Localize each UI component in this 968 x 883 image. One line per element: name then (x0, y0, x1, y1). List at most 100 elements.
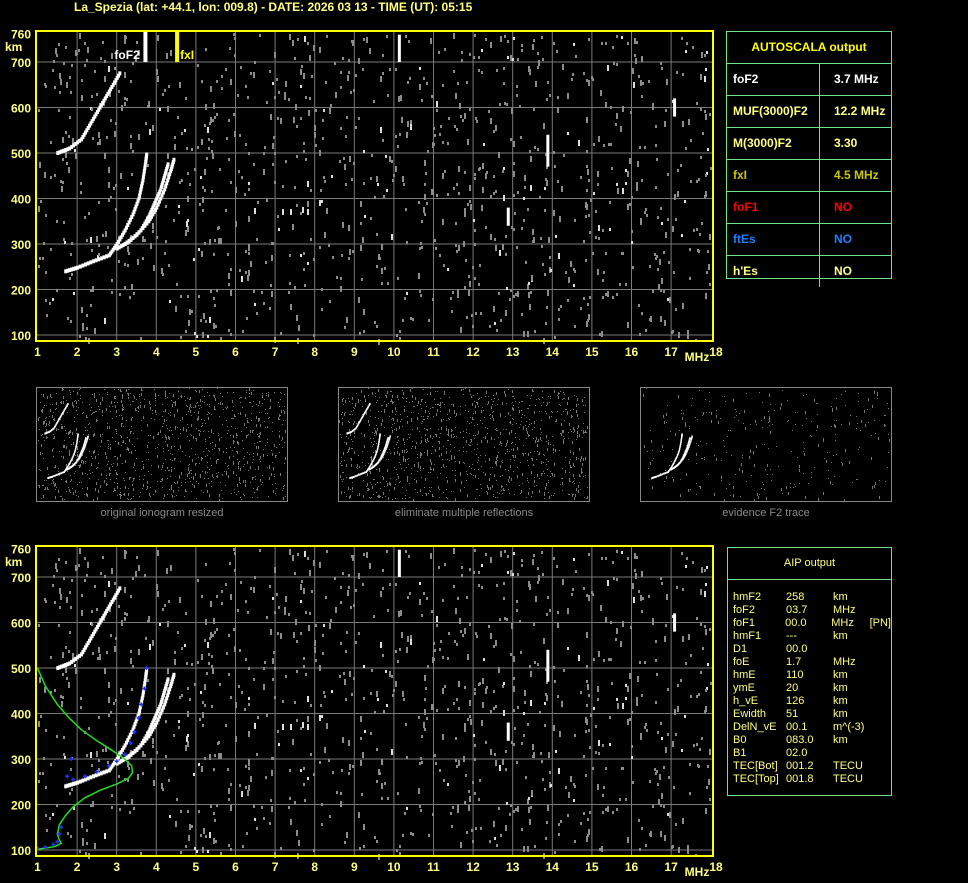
noise-dot (456, 698, 458, 701)
noise-dot (42, 434, 43, 435)
noise-dot (39, 257, 41, 260)
noise-dot (206, 157, 208, 160)
x-tick-label: 3 (113, 345, 120, 359)
noise-dot (627, 322, 629, 328)
noise-dot (60, 594, 62, 600)
noise-dot (612, 561, 614, 564)
noise-dot (660, 289, 662, 292)
noise-dot (700, 671, 702, 674)
noise-dot (349, 429, 350, 430)
noise-dot (506, 618, 508, 621)
noise-dot (637, 161, 639, 167)
noise-dot (211, 190, 213, 193)
noise-dot (242, 330, 244, 333)
noise-dot (400, 481, 401, 482)
noise-dot (513, 37, 515, 40)
noise-dot (421, 416, 422, 417)
noise-dot (170, 427, 171, 428)
noise-dot (381, 411, 382, 412)
noise-dot (168, 413, 169, 414)
noise-dot (402, 691, 404, 697)
noise-dot (616, 113, 618, 119)
noise-dot (494, 476, 495, 477)
noise-dot (250, 482, 251, 483)
noise-dot (141, 430, 142, 431)
noise-dot (199, 718, 201, 721)
noise-dot (481, 488, 482, 489)
noise-dot (257, 716, 259, 719)
noise-dot (214, 239, 216, 242)
noise-dot (201, 766, 203, 772)
noise-dot (276, 78, 278, 81)
noise-dot (55, 465, 56, 468)
noise-dot (463, 431, 464, 432)
noise-dot (476, 402, 477, 403)
noise-dot (344, 164, 346, 170)
noise-dot (211, 414, 212, 415)
noise-dot (256, 424, 257, 427)
noise-dot (539, 399, 540, 400)
noise-dot (176, 798, 178, 801)
noise-dot (294, 186, 296, 189)
noise-dot (270, 399, 271, 402)
noise-dot (493, 645, 495, 648)
trace-point (61, 413, 63, 416)
noise-dot (470, 417, 471, 418)
noise-dot (557, 695, 559, 698)
noise-dot (371, 669, 373, 672)
noise-dot (706, 566, 708, 569)
noise-dot (410, 389, 411, 392)
noise-dot (70, 492, 71, 493)
noise-dot (41, 498, 42, 499)
noise-dot (468, 444, 469, 445)
noise-dot (537, 148, 539, 151)
noise-dot (520, 651, 522, 654)
noise-dot (336, 276, 338, 279)
noise-dot (438, 441, 439, 442)
noise-dot (131, 451, 132, 454)
trace-point (148, 727, 152, 732)
noise-dot (510, 289, 512, 292)
noise-dot (353, 423, 354, 424)
noise-dot (655, 640, 657, 643)
noise-dot (514, 212, 516, 215)
noise-dot (110, 119, 112, 122)
noise-dot (208, 138, 210, 141)
param-value: 3.7 MHz (834, 72, 879, 86)
noise-dot (649, 780, 651, 783)
noise-dot (578, 491, 579, 492)
noise-dot (655, 144, 657, 147)
x-tick-label: 11 (427, 860, 440, 874)
noise-dot (448, 429, 449, 432)
noise-dot (515, 293, 517, 296)
trace-point (152, 725, 156, 730)
noise-dot (468, 805, 470, 811)
noise-dot (76, 428, 77, 431)
noise-dot (76, 433, 77, 434)
noise-dot (204, 639, 206, 642)
noise-dot (408, 40, 410, 43)
noise-dot (654, 768, 656, 771)
noise-dot (387, 391, 388, 394)
trace-point (128, 217, 132, 222)
noise-dot (239, 461, 240, 462)
noise-dot (248, 667, 250, 670)
noise-dot (202, 401, 203, 402)
noise-dot (381, 282, 383, 285)
noise-dot (188, 320, 190, 326)
noise-dot (365, 399, 366, 402)
noise-dot (660, 722, 662, 725)
noise-dot (660, 804, 662, 807)
trace-point (124, 740, 128, 745)
noise-dot (91, 456, 92, 457)
noise-dot (246, 436, 247, 437)
noise-dot (106, 483, 107, 486)
noise-dot (162, 465, 163, 468)
noise-dot (502, 244, 504, 250)
noise-dot (557, 611, 559, 614)
noise-dot (339, 160, 341, 163)
noise-dot (562, 490, 563, 491)
noise-dot (696, 695, 698, 698)
aip-point (136, 716, 141, 721)
noise-dot (419, 599, 421, 605)
